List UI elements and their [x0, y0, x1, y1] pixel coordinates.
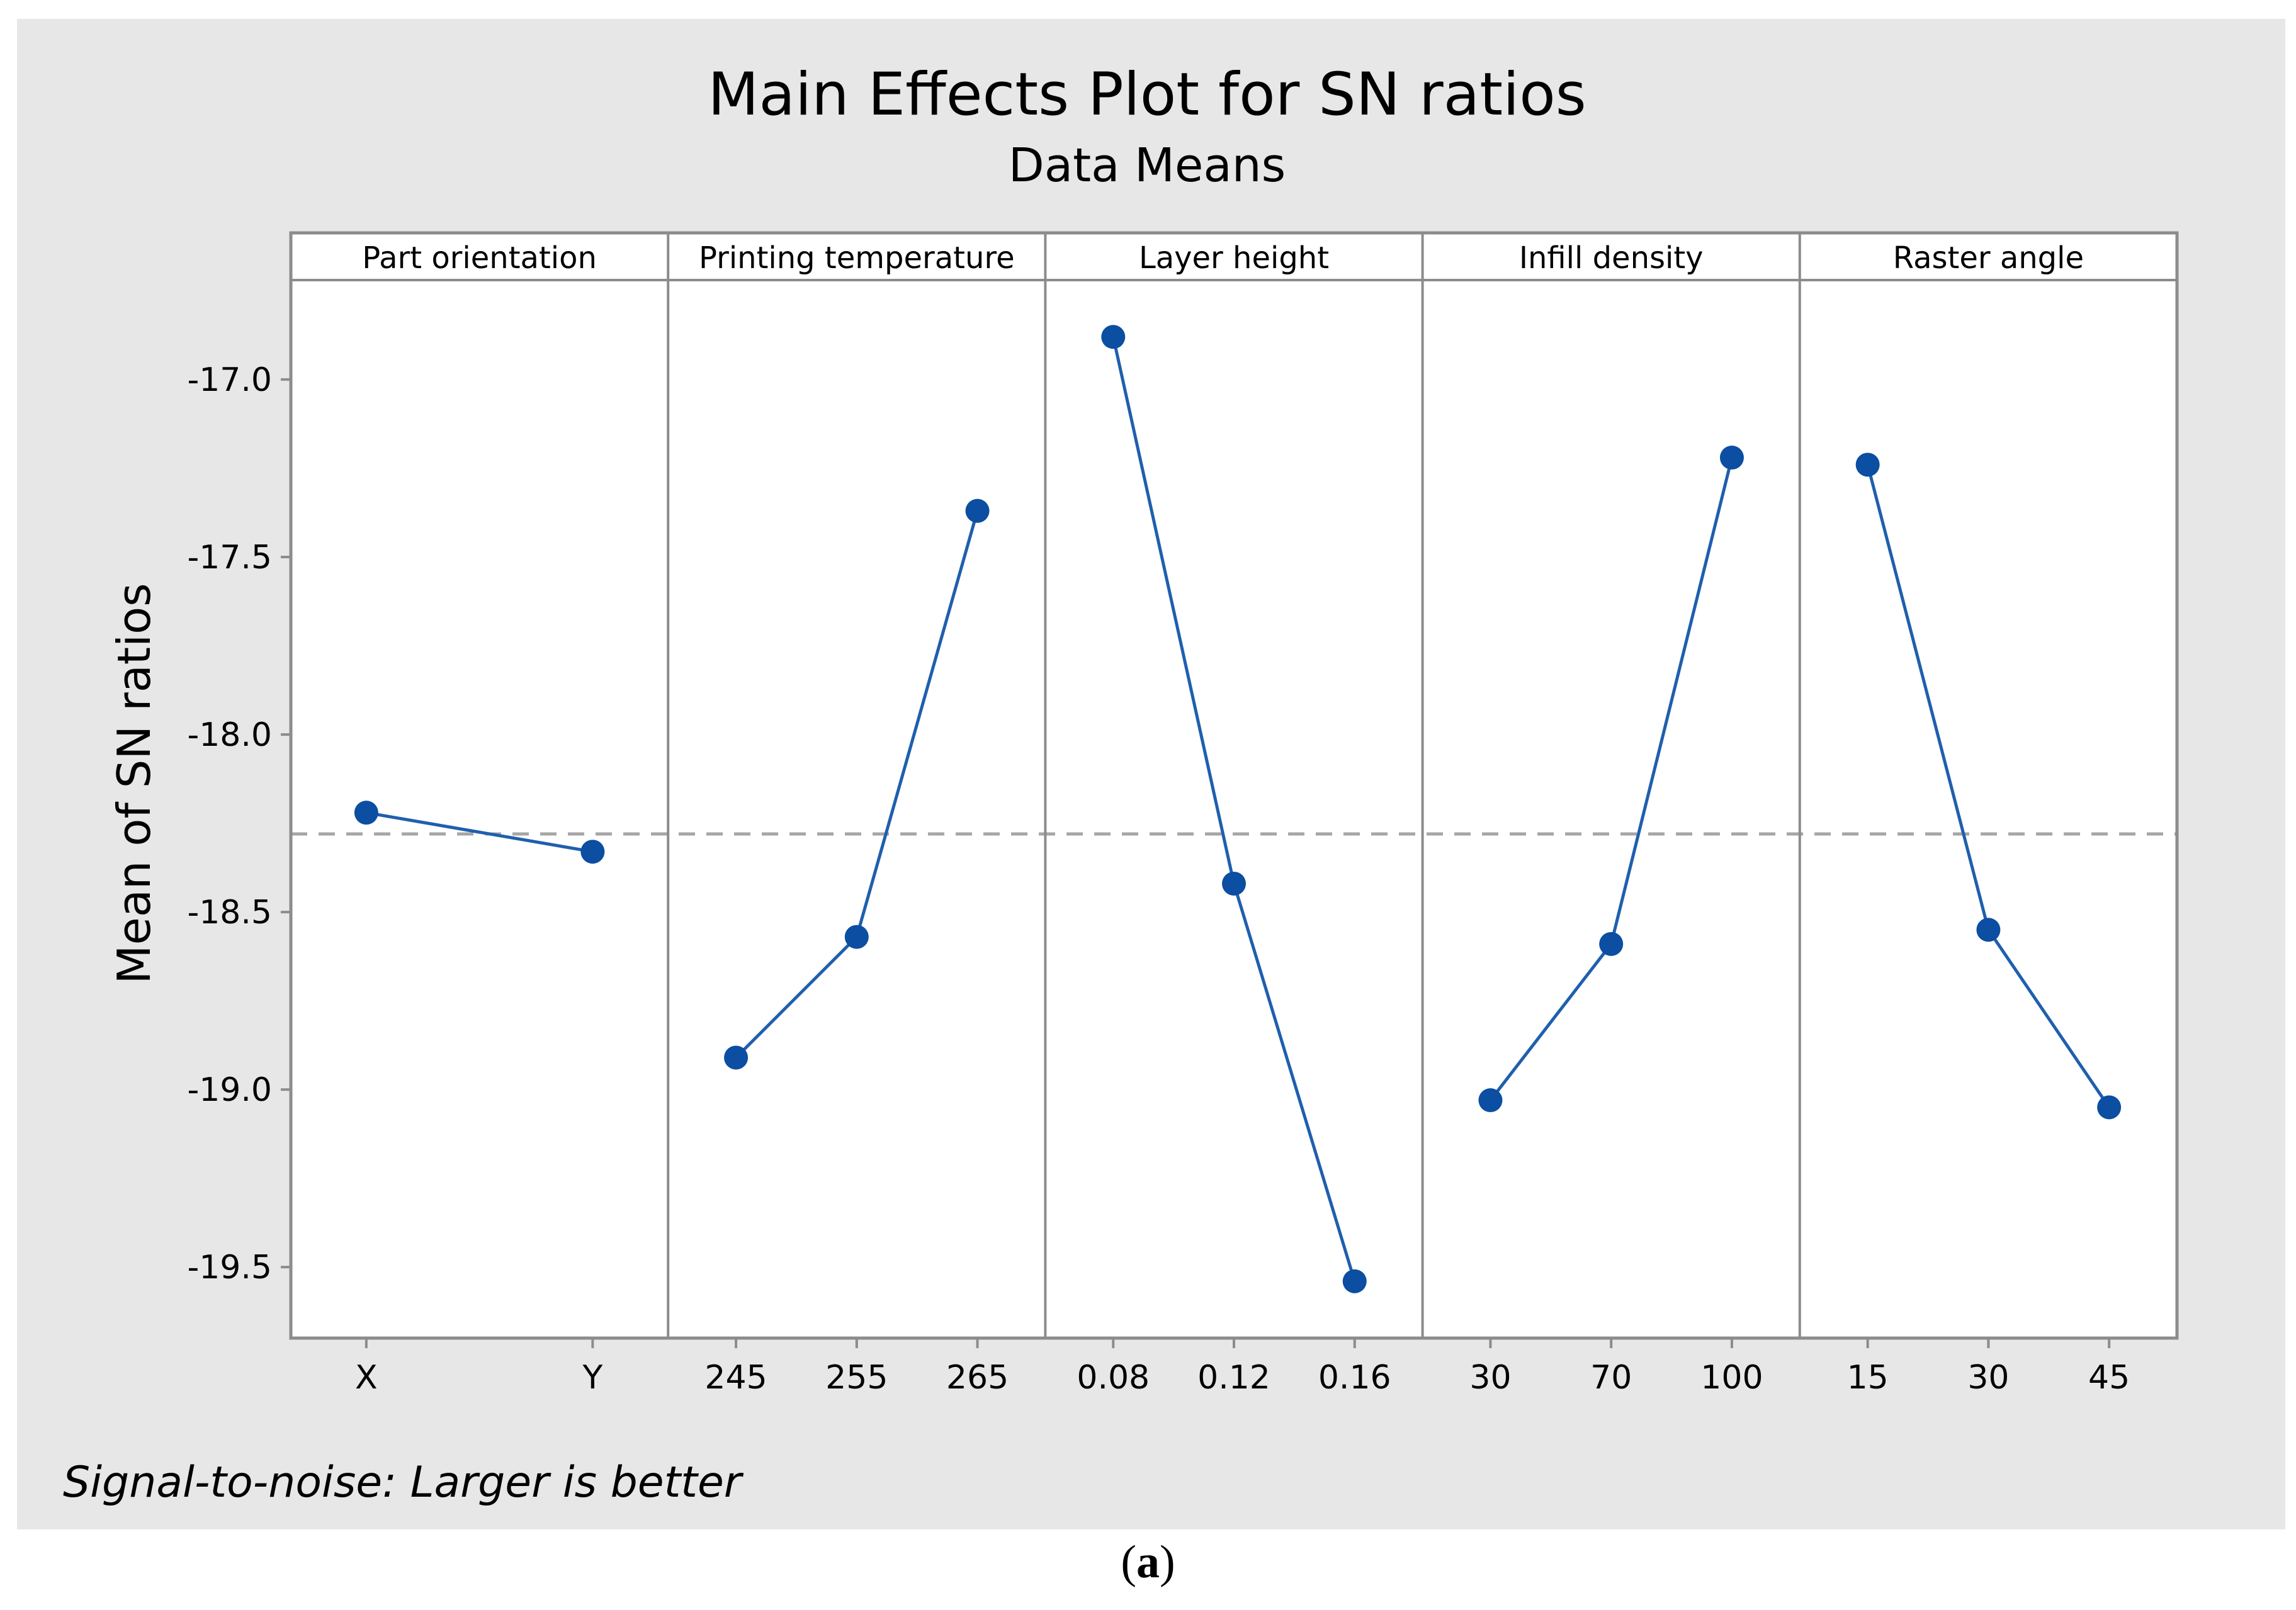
y-axis-label: Mean of SN ratios — [108, 583, 161, 984]
data-point-1-1 — [844, 925, 869, 949]
panel-header-2: Layer height — [1139, 240, 1329, 276]
panel-header-0: Part orientation — [362, 240, 597, 276]
y-tick-label-3: -18.5 — [187, 894, 272, 932]
footnote: Signal-to-noise: Larger is better — [63, 1458, 744, 1507]
plot-area: -17.0 -17.5 -18.0 -18.5 -19.0 -19.5 Part orien… — [187, 231, 2179, 1397]
data-point-4-1 — [1976, 918, 2001, 942]
x-tick-label-2-0: 0.08 — [1077, 1359, 1150, 1397]
x-tick-label-4-1: 30 — [1967, 1359, 2009, 1397]
figure-caption: (a) — [0, 1536, 2296, 1589]
y-tick-label-4: -19.0 — [187, 1071, 272, 1109]
x-tick-label-3-1: 70 — [1590, 1359, 1632, 1397]
data-point-2-2 — [1342, 1269, 1367, 1293]
y-tick-label-1: -17.5 — [187, 539, 272, 577]
data-point-1-0 — [724, 1045, 749, 1070]
x-tick-label-2-1: 0.12 — [1197, 1359, 1270, 1397]
x-tick-label-3-2: 100 — [1700, 1359, 1763, 1397]
x-tick-label-2-2: 0.16 — [1318, 1359, 1391, 1397]
data-point-1-2 — [965, 498, 990, 523]
x-tick-label-3-0: 30 — [1469, 1359, 1511, 1397]
x-tick-label-0-0: X — [355, 1359, 378, 1397]
caption-letter: a — [1136, 1536, 1160, 1588]
chart-subtitle: Data Means — [1009, 138, 1286, 193]
caption-close: ) — [1160, 1536, 1175, 1588]
x-tick-label-1-2: 265 — [946, 1359, 1009, 1397]
panel-header-4: Raster angle — [1893, 240, 2084, 276]
data-point-0-0 — [354, 801, 378, 825]
plot-frame — [289, 231, 2179, 1340]
data-point-0-1 — [580, 840, 605, 864]
data-point-2-0 — [1101, 325, 1126, 349]
data-point-4-0 — [1855, 453, 1880, 477]
data-point-2-1 — [1222, 871, 1246, 896]
series-line-0 — [366, 811, 593, 853]
plot-background — [291, 233, 2177, 1338]
x-tick-label-0-1: Y — [582, 1359, 602, 1397]
data-point-4-2 — [2097, 1095, 2122, 1120]
data-point-3-2 — [1719, 446, 1744, 470]
x-tick-label-1-1: 255 — [825, 1359, 888, 1397]
panel-header-3: Infill density — [1519, 240, 1704, 276]
x-tick-label-4-0: 15 — [1847, 1359, 1889, 1397]
caption-open: ( — [1121, 1536, 1136, 1588]
x-tick-label-1-0: 245 — [704, 1359, 767, 1397]
panel-header-1: Printing temperature — [699, 240, 1015, 276]
data-point-3-0 — [1478, 1088, 1503, 1113]
y-tick-label-2: -18.0 — [187, 716, 272, 754]
y-tick-label-5: -19.5 — [187, 1249, 272, 1286]
data-point-3-1 — [1599, 932, 1624, 956]
y-tick-label-0: -17.0 — [187, 361, 272, 399]
x-tick-label-4-2: 45 — [2088, 1359, 2130, 1397]
chart-title: Main Effects Plot for SN ratios — [708, 60, 1586, 129]
